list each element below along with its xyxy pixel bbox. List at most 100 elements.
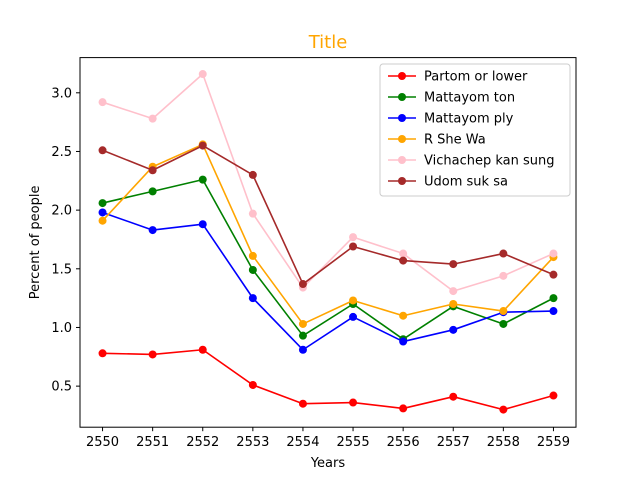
x-tick-label: 2553	[236, 435, 269, 450]
y-tick-label: 0.5	[51, 380, 72, 395]
data-point	[549, 249, 558, 258]
y-tick-label: 3.0	[51, 86, 72, 101]
data-point	[198, 175, 207, 184]
data-point	[349, 398, 358, 407]
data-point	[499, 307, 508, 316]
y-axis: 0.5 1.0 1.5 2.0 2.5 3.0	[51, 86, 80, 395]
y-tick-label: 2.0	[51, 204, 72, 219]
x-tick-label: 2558	[487, 435, 520, 450]
legend-swatch-marker	[398, 93, 406, 101]
legend: Partom or lower Mattayom ton Mattayom ply R…	[379, 63, 571, 197]
x-axis: 2550 2551 2552 2553 2554 2555 2556 2557 2558 2559	[86, 427, 570, 450]
series-line	[102, 73, 554, 292]
x-tick-label: 2554	[286, 435, 319, 450]
legend-item: Mattayom ton	[388, 91, 515, 106]
x-tick-label: 2557	[437, 435, 470, 450]
data-point	[148, 226, 157, 235]
data-point	[248, 380, 257, 389]
data-point	[98, 146, 107, 155]
x-axis-label: Years	[310, 456, 346, 471]
legend-item: Vichachep kan sung	[388, 154, 554, 169]
data-point	[399, 311, 408, 320]
data-point	[449, 325, 458, 334]
data-point	[449, 287, 458, 296]
data-point	[298, 345, 307, 354]
y-axis-label: Percent of people	[28, 186, 43, 300]
data-point	[98, 199, 107, 208]
data-point	[198, 70, 207, 79]
x-tick-label: 2559	[537, 435, 570, 450]
legend-item: Partom or lower	[388, 70, 528, 85]
data-point	[349, 233, 358, 242]
data-point	[549, 307, 558, 316]
y-tick-label: 2.5	[51, 145, 72, 160]
data-point	[298, 280, 307, 289]
legend-item: Udom suk sa	[388, 175, 508, 190]
data-point	[499, 271, 508, 280]
data-point	[449, 260, 458, 269]
legend-swatch-marker	[398, 135, 406, 143]
series-line	[102, 211, 554, 351]
data-point	[349, 296, 358, 305]
series-line	[102, 144, 554, 285]
y-tick-label: 1.5	[51, 262, 72, 277]
data-point	[349, 312, 358, 321]
legend-item: Mattayom ply	[388, 112, 514, 127]
y-tick-label: 1.0	[51, 321, 72, 336]
data-point	[148, 187, 157, 196]
legend-swatch-marker	[398, 156, 406, 164]
data-point	[399, 256, 408, 265]
data-point	[248, 265, 257, 274]
data-point	[549, 270, 558, 279]
series-4	[98, 70, 558, 296]
legend-item: R She Wa	[388, 133, 486, 148]
data-point	[298, 319, 307, 328]
legend-label: Partom or lower	[424, 70, 528, 85]
legend-swatch-marker	[398, 114, 406, 122]
data-point	[98, 349, 107, 358]
series-1	[98, 175, 558, 344]
data-point	[198, 345, 207, 354]
x-tick-label: 2556	[387, 435, 420, 450]
series-0	[98, 345, 558, 414]
data-point	[298, 399, 307, 408]
data-point	[248, 251, 257, 260]
data-point	[248, 294, 257, 303]
data-point	[399, 404, 408, 413]
series-line	[102, 178, 554, 341]
legend-swatch-marker	[398, 72, 406, 80]
x-tick-label: 2552	[186, 435, 219, 450]
data-point	[449, 300, 458, 308]
data-point	[349, 242, 358, 251]
data-point	[98, 216, 107, 225]
data-point	[198, 141, 207, 150]
data-point	[98, 208, 107, 217]
series-line	[102, 348, 554, 411]
data-point	[298, 331, 307, 340]
legend-label: Mattayom ply	[424, 112, 514, 127]
data-point	[399, 249, 408, 258]
data-point	[399, 337, 408, 346]
data-point	[449, 392, 458, 401]
data-point	[248, 209, 257, 218]
data-point	[148, 350, 157, 359]
legend-box	[379, 63, 571, 197]
data-point	[148, 114, 157, 123]
x-tick-label: 2550	[86, 435, 119, 450]
data-point	[499, 319, 508, 328]
data-point	[148, 166, 157, 175]
data-point	[98, 98, 107, 107]
data-point	[549, 391, 558, 400]
legend-swatch-marker	[398, 177, 406, 185]
series-5	[98, 141, 558, 289]
legend-label: Udom suk sa	[424, 175, 508, 190]
x-tick-label: 2551	[136, 435, 169, 450]
series-line	[101, 143, 555, 325]
data-point	[499, 249, 508, 258]
x-tick-label: 2555	[337, 435, 370, 450]
legend-label: R She Wa	[424, 133, 486, 148]
data-point	[248, 170, 257, 179]
series-layer	[98, 70, 558, 414]
